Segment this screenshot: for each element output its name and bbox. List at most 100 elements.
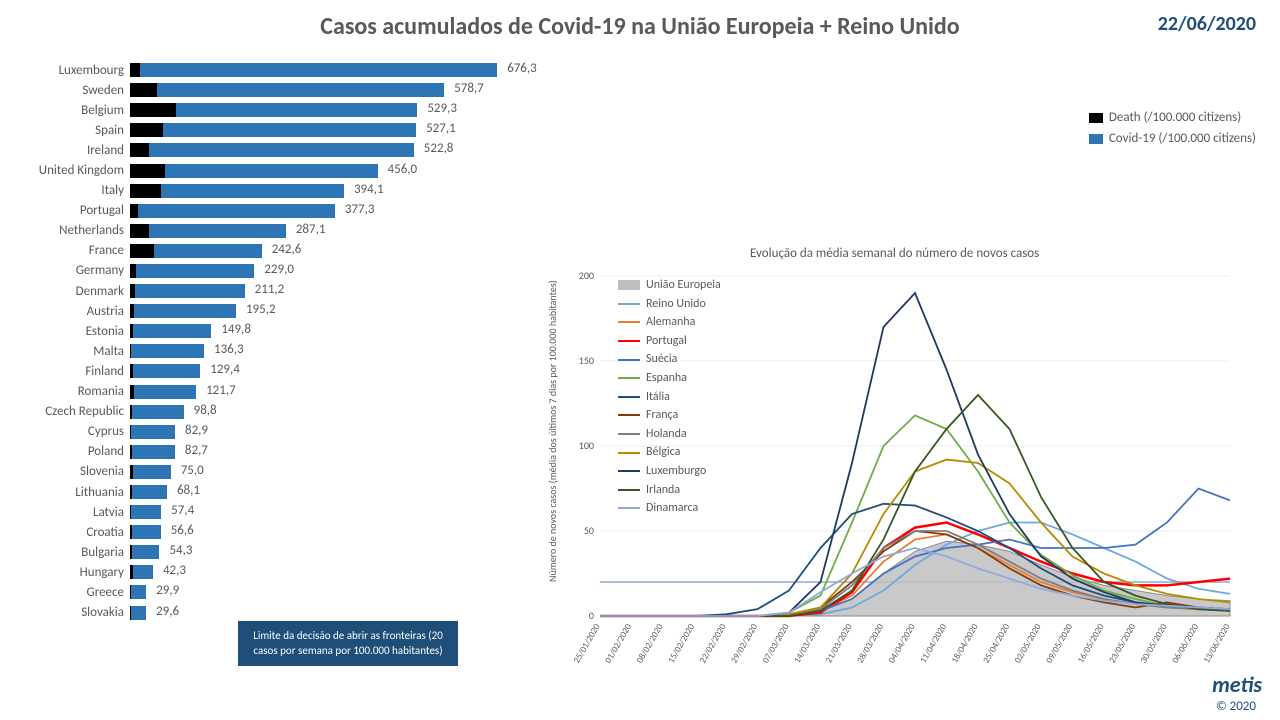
bar-track: 149,8 — [130, 324, 510, 338]
bar-track: 82,7 — [130, 445, 510, 459]
line-legend-item: França — [618, 406, 721, 425]
bar-death-segment — [130, 123, 163, 137]
bar-track: 136,3 — [130, 344, 510, 358]
bar-covid-segment — [154, 244, 262, 258]
bar-covid-segment — [176, 103, 417, 117]
line-chart: Evolução da média semanal do número de n… — [560, 252, 1260, 692]
swatch-nl — [618, 433, 640, 435]
bar-country-label: Spain — [0, 123, 130, 138]
bar-country-label: Sweden — [0, 83, 130, 98]
bar-row: Sweden578,7 — [0, 80, 560, 100]
bar-row: Malta136,3 — [0, 341, 560, 361]
bar-country-label: Latvia — [0, 505, 130, 520]
bar-covid-segment — [161, 184, 344, 198]
copyright: © 2020 — [1216, 699, 1256, 714]
bar-row: Germany229,0 — [0, 261, 560, 281]
bar-track: 456,0 — [130, 164, 510, 178]
svg-text:22/02/2020: 22/02/2020 — [697, 622, 728, 666]
bar-covid-segment — [133, 565, 153, 579]
svg-text:16/05/2020: 16/05/2020 — [1075, 622, 1106, 666]
bar-track: 129,4 — [130, 364, 510, 378]
bar-country-label: Slovenia — [0, 464, 130, 479]
bar-track: 57,4 — [130, 505, 510, 519]
line-legend-label: França — [646, 406, 678, 425]
svg-text:200: 200 — [579, 269, 594, 282]
bar-track: 676,3 — [130, 63, 510, 77]
swatch-be — [618, 452, 640, 454]
bar-covid-segment — [138, 204, 335, 218]
bar-value-label: 29,9 — [156, 583, 179, 598]
bar-track: 121,7 — [130, 385, 510, 399]
bar-value-label: 211,2 — [255, 282, 285, 297]
svg-text:11/04/2020: 11/04/2020 — [918, 622, 949, 666]
svg-text:30/05/2020: 30/05/2020 — [1138, 622, 1169, 666]
bar-country-label: Ireland — [0, 143, 130, 158]
svg-text:15/02/2020: 15/02/2020 — [666, 622, 697, 666]
bar-death-segment — [130, 63, 140, 77]
bar-country-label: Luxembourg — [0, 63, 130, 78]
swatch-de — [618, 321, 640, 323]
line-legend-label: Holanda — [646, 425, 687, 444]
bar-chart: Luxembourg676,3Sweden578,7Belgium529,3Sp… — [0, 60, 560, 680]
bar-value-label: 522,8 — [424, 141, 454, 156]
swatch-es — [618, 377, 640, 379]
bar-country-label: Finland — [0, 364, 130, 379]
bar-row: Ireland 522,8 — [0, 140, 560, 160]
bar-country-label: Malta — [0, 344, 130, 359]
bar-row: France242,6 — [0, 241, 560, 261]
bar-track: 42,3 — [130, 565, 510, 579]
bar-row: Portugal377,3 — [0, 201, 560, 221]
line-legend-item: Espanha — [618, 369, 721, 388]
bar-row: Lithuania68,1 — [0, 482, 560, 502]
bar-country-label: Italy — [0, 183, 130, 198]
bar-covid-segment — [133, 465, 171, 479]
line-legend-item: Reino Unido — [618, 295, 721, 314]
swatch-death — [1089, 113, 1103, 123]
bar-track: 29,6 — [130, 606, 510, 620]
bar-track: 527,1 — [130, 123, 510, 137]
line-legend-item: União Europeia — [618, 276, 721, 295]
bar-track: 377,3 — [130, 204, 510, 218]
bar-value-label: 529,3 — [427, 101, 457, 116]
bar-value-label: 676,3 — [507, 61, 537, 76]
bar-death-segment — [130, 143, 149, 157]
bar-value-label: 456,0 — [388, 162, 418, 177]
line-legend-label: Dinamarca — [646, 499, 698, 518]
bar-track: 75,0 — [130, 465, 510, 479]
bar-country-label: Greece — [0, 585, 130, 600]
bar-track: 394,1 — [130, 184, 510, 198]
line-legend-label: Itália — [646, 388, 670, 407]
bar-country-label: Estonia — [0, 324, 130, 339]
svg-text:21/03/2020: 21/03/2020 — [823, 622, 854, 666]
bar-covid-segment — [140, 63, 497, 77]
line-legend-label: Luxemburgo — [646, 462, 706, 481]
line-legend-item: Luxemburgo — [618, 462, 721, 481]
bar-row: Greece 29,9 — [0, 582, 560, 602]
line-legend-item: Bélgica — [618, 443, 721, 462]
bar-track: 529,3 — [130, 103, 510, 117]
bar-country-label: Belgium — [0, 103, 130, 118]
line-legend-item: Itália — [618, 388, 721, 407]
bar-value-label: 129,4 — [210, 362, 240, 377]
bar-country-label: Croatia — [0, 525, 130, 540]
bar-row: Cyprus82,9 — [0, 422, 560, 442]
bar-covid-segment — [132, 405, 184, 419]
svg-text:18/04/2020: 18/04/2020 — [949, 622, 980, 666]
swatch-pt — [618, 340, 640, 342]
bar-covid-segment — [134, 385, 196, 399]
bar-covid-segment — [149, 143, 414, 157]
bar-country-label: Czech Republic — [0, 404, 130, 419]
svg-text:14/03/2020: 14/03/2020 — [792, 622, 823, 666]
line-legend-label: Suécia — [646, 350, 677, 369]
bar-country-label: Denmark — [0, 284, 130, 299]
bar-value-label: 149,8 — [221, 322, 251, 337]
bar-legend-covid-label: Covid-19 (/100.000 citizens) — [1109, 131, 1256, 146]
svg-text:100: 100 — [579, 439, 594, 452]
bar-value-label: 75,0 — [181, 463, 204, 478]
bar-death-segment — [130, 164, 165, 178]
line-legend-item: Alemanha — [618, 313, 721, 332]
bar-track: 522,8 — [130, 143, 510, 157]
bar-covid-segment — [132, 485, 167, 499]
bar-value-label: 82,9 — [185, 423, 208, 438]
line-legend-item: Irlanda — [618, 481, 721, 500]
